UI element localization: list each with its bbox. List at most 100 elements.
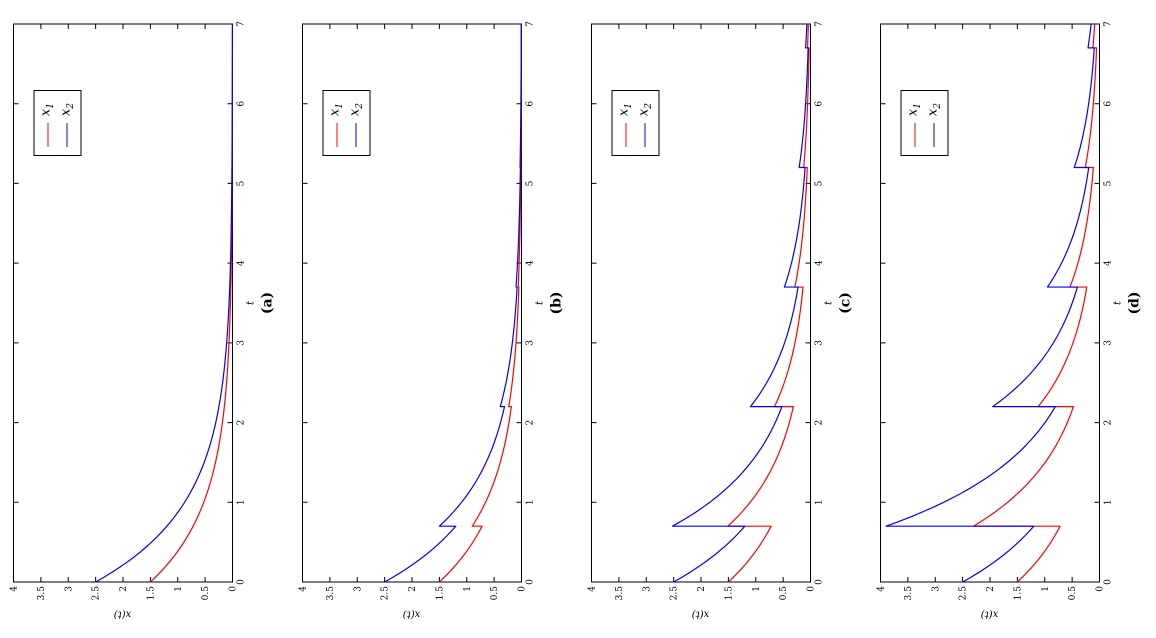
legend-line-x1: [913, 123, 915, 148]
svg-text:1.5: 1.5: [1013, 586, 1023, 601]
svg-text:1: 1: [1103, 499, 1113, 505]
legend-line-x2: [644, 123, 646, 148]
legend-entry-x1: x1: [38, 103, 56, 148]
legend: x1 x2: [611, 90, 660, 157]
svg-text:7: 7: [814, 21, 824, 27]
svg-text:0: 0: [806, 586, 816, 592]
svg-text:2: 2: [408, 586, 418, 592]
svg-text:2.5: 2.5: [380, 586, 390, 601]
svg-text:2: 2: [119, 586, 129, 592]
svg-text:3.5: 3.5: [325, 586, 335, 601]
svg-text:0: 0: [228, 586, 238, 592]
svg-text:1.5: 1.5: [435, 586, 445, 601]
svg-text:2: 2: [525, 420, 535, 426]
svg-text:7: 7: [236, 21, 246, 27]
x-axis-label: t: [534, 300, 545, 306]
svg-text:1: 1: [1040, 586, 1050, 592]
chart-c: 0 1 2 3 4 5 6 7 0 0.5 1 1.5 2 2.5 3 3.5 4 x(t) t (c) x1 …: [585, 14, 860, 624]
legend-entry-x1: x1: [905, 103, 923, 148]
svg-text:4: 4: [525, 260, 535, 266]
svg-text:0: 0: [1095, 586, 1105, 592]
svg-text:2.5: 2.5: [669, 586, 679, 601]
svg-text:3: 3: [931, 586, 941, 592]
svg-text:4: 4: [587, 586, 597, 592]
legend-label-x2: x2: [346, 103, 365, 117]
svg-text:6: 6: [814, 101, 824, 107]
svg-text:4: 4: [9, 586, 19, 592]
svg-text:3.5: 3.5: [614, 586, 624, 601]
panel-caption: (c): [837, 292, 853, 314]
chart-b: 0 1 2 3 4 5 6 7 0 0.5 1 1.5 2 2.5 3 3.5 4 x(t) t (b) x1 …: [296, 14, 571, 624]
legend: x1 x2: [322, 90, 371, 157]
chart-svg-b: 0 1 2 3 4 5 6 7 0 0.5 1 1.5 2 2.5 3 3.5 4: [298, 21, 535, 601]
legend-label-x1: x1: [327, 103, 345, 117]
legend-label-x2: x2: [924, 103, 943, 117]
legend-entry-x2: x2: [346, 103, 365, 148]
svg-text:1: 1: [525, 499, 535, 505]
svg-text:4: 4: [876, 586, 886, 592]
svg-text:2: 2: [697, 586, 707, 592]
legend-entry-x2: x2: [57, 103, 76, 148]
legend-label-x2: x2: [635, 103, 654, 117]
svg-text:5: 5: [814, 180, 824, 186]
svg-text:1: 1: [236, 499, 246, 505]
chart-a: 0 1 2 3 4 5 6 7 0 0.5 1 1.5 2 2.5 3 3.5 4 x(t) t (a) x1 …: [7, 14, 282, 624]
x-axis-label: t: [1112, 300, 1123, 306]
svg-text:5: 5: [525, 180, 535, 186]
legend-line-x1: [46, 123, 48, 148]
svg-text:3: 3: [1103, 340, 1113, 346]
svg-text:0.5: 0.5: [1068, 586, 1078, 601]
legend-line-x1: [335, 123, 337, 148]
svg-text:7: 7: [525, 21, 535, 27]
legend-entry-x1: x1: [616, 103, 634, 148]
legend-label-x1: x1: [38, 103, 56, 117]
svg-text:4: 4: [814, 260, 824, 266]
panel-caption: (b): [548, 291, 564, 315]
chart-svg-c: 0 1 2 3 4 5 6 7 0 0.5 1 1.5 2 2.5 3 3.5 4: [587, 21, 824, 601]
svg-text:4: 4: [236, 260, 246, 266]
svg-text:1: 1: [814, 499, 824, 505]
svg-text:3.5: 3.5: [36, 586, 46, 601]
svg-text:1: 1: [173, 586, 183, 592]
svg-text:0.5: 0.5: [779, 586, 789, 601]
svg-text:7: 7: [1103, 21, 1113, 27]
legend: x1 x2: [900, 90, 949, 157]
svg-text:2.5: 2.5: [91, 586, 101, 601]
svg-text:2: 2: [1103, 420, 1113, 426]
legend-label-x1: x1: [905, 103, 923, 117]
y-axis-label: x(t): [402, 608, 420, 620]
svg-text:3.5: 3.5: [903, 586, 913, 601]
svg-text:0: 0: [814, 579, 824, 585]
panel-a: 0 1 2 3 4 5 6 7 0 0.5 1 1.5 2 2.5 3 3.5 4 x(t) t (a) x1 …: [0, 0, 289, 638]
svg-text:0.5: 0.5: [490, 586, 500, 601]
svg-text:1.5: 1.5: [146, 586, 156, 601]
legend-label-x2: x2: [57, 103, 76, 117]
panel-d: 0 1 2 3 4 5 6 7 0 0.5 1 1.5 2 2.5 3 3.5 4 x(t) t (d) x1 …: [867, 0, 1156, 638]
panel-b: 0 1 2 3 4 5 6 7 0 0.5 1 1.5 2 2.5 3 3.5 4 x(t) t (b) x1 …: [289, 0, 578, 638]
chart-svg-d: 0 1 2 3 4 5 6 7 0 0.5 1 1.5 2 2.5 3 3.5 4: [876, 21, 1113, 601]
legend-line-x2: [355, 123, 357, 148]
panel-caption: (a): [259, 291, 275, 315]
svg-text:4: 4: [298, 586, 308, 592]
legend: x1 x2: [33, 90, 82, 157]
svg-text:6: 6: [1103, 101, 1113, 107]
legend-line-x2: [933, 123, 935, 148]
svg-text:4: 4: [1103, 260, 1113, 266]
svg-text:1.5: 1.5: [724, 586, 734, 601]
x-axis-label: t: [823, 300, 834, 306]
svg-text:1: 1: [751, 586, 761, 592]
legend-entry-x1: x1: [327, 103, 345, 148]
svg-text:0: 0: [1103, 579, 1113, 585]
legend-label-x1: x1: [616, 103, 634, 117]
legend-line-x1: [624, 123, 626, 148]
svg-text:5: 5: [236, 180, 246, 186]
svg-text:6: 6: [525, 101, 535, 107]
y-axis-label: x(t): [980, 608, 998, 620]
svg-text:0.5: 0.5: [201, 586, 211, 601]
svg-text:3: 3: [64, 586, 74, 592]
y-axis-label: x(t): [113, 608, 131, 620]
x-axis-label: t: [245, 300, 256, 306]
svg-text:2: 2: [986, 586, 996, 592]
legend-entry-x2: x2: [924, 103, 943, 148]
